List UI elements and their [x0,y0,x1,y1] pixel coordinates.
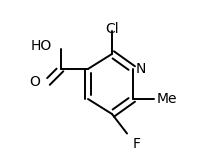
Text: F: F [133,137,141,151]
Text: O: O [29,75,40,89]
Text: N: N [136,62,146,76]
Text: Me: Me [157,92,178,106]
Text: Cl: Cl [105,22,119,36]
Text: HO: HO [31,39,52,53]
